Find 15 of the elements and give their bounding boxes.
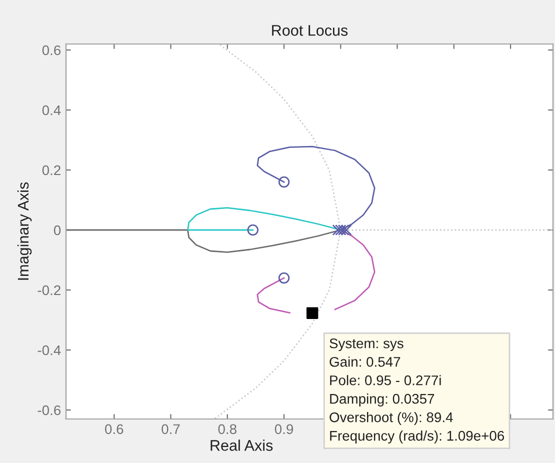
y-tick-label: -0.6	[38, 405, 61, 416]
x-axis-title: Real Axis	[210, 440, 273, 451]
annotation: System: sys Gain: 0.547 Pole: 0.95 - 0.277i Damping: 0.0357 Overshoot (%): 89.4 Frequency (rad/s): 1.09e+06	[330, 338, 504, 444]
y-tick-label: 0.6	[42, 45, 61, 56]
y-tick-label: 0.4	[42, 105, 61, 116]
x-tick-label: 0.6	[105, 424, 124, 434]
y-tick-label: -0.4	[38, 345, 61, 356]
x-tick-label: 0.8	[218, 424, 236, 434]
x-tick-label: 0.7	[162, 424, 180, 434]
y-tick-label: -0.2	[38, 285, 60, 296]
y-tick-label: 0.2	[42, 165, 60, 176]
chart-title: Root Locus	[272, 25, 348, 36]
x-tick-label: 0.9	[274, 424, 294, 434]
y-axis-title: Imaginary Axis	[17, 182, 32, 280]
y-tick-label: 0	[54, 225, 61, 236]
